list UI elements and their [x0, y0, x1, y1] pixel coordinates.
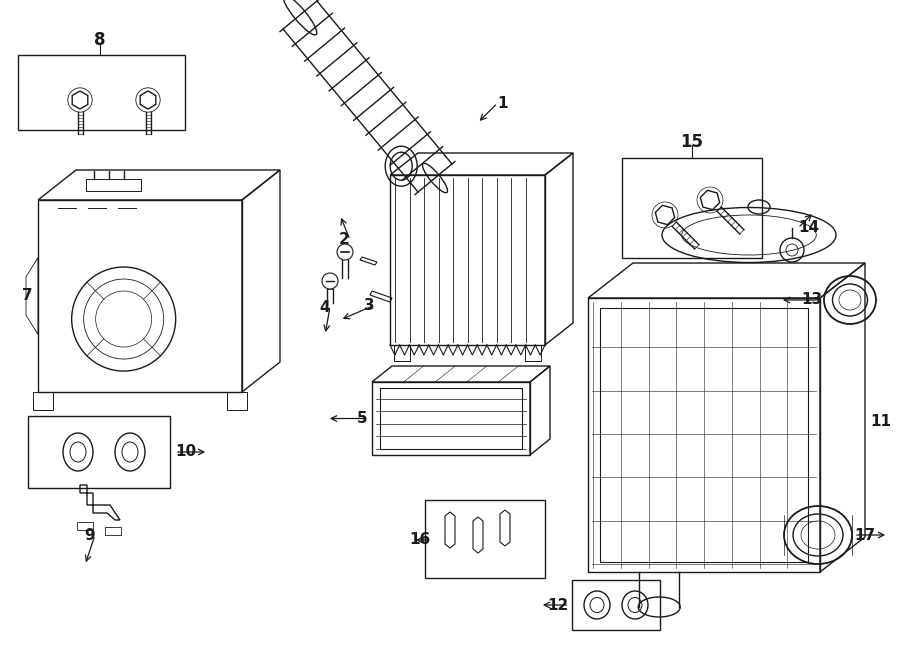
Text: 17: 17	[854, 527, 875, 543]
Bar	[394, 345, 410, 361]
Bar	[77, 522, 93, 530]
Text: 3: 3	[364, 297, 375, 313]
Text: 15: 15	[680, 133, 704, 151]
Bar	[622, 158, 762, 258]
Text: 12: 12	[548, 598, 569, 613]
Text: 7: 7	[22, 288, 33, 303]
Text: 14: 14	[798, 221, 819, 235]
Text: 10: 10	[175, 444, 196, 459]
Text: 4: 4	[320, 299, 330, 315]
Text: 13: 13	[801, 293, 822, 307]
Bar	[105, 527, 121, 535]
Text: 2: 2	[339, 233, 350, 247]
Bar	[18, 55, 185, 130]
Bar	[572, 580, 660, 630]
Bar	[28, 416, 170, 488]
Text: 8: 8	[94, 31, 106, 49]
Bar	[227, 392, 247, 410]
Text: 5: 5	[356, 411, 367, 426]
Bar	[525, 345, 541, 361]
Bar	[86, 179, 141, 191]
Text: 1: 1	[498, 95, 508, 110]
Text: 9: 9	[85, 527, 95, 543]
Text: 11: 11	[870, 414, 891, 429]
Bar	[33, 392, 53, 410]
Bar	[425, 500, 545, 578]
Text: 16: 16	[410, 533, 431, 547]
